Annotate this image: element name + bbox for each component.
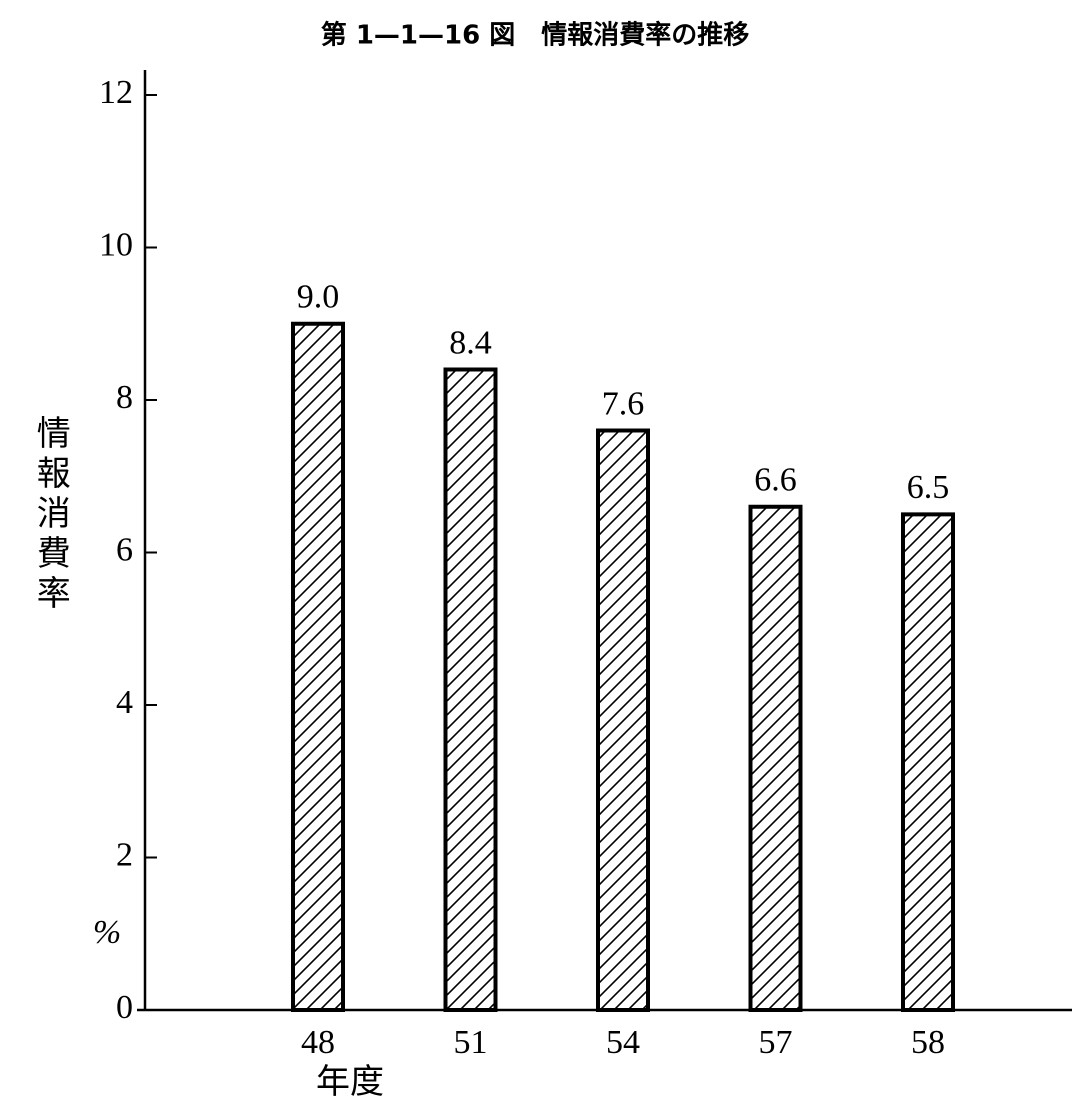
x-tick-label: 48 bbox=[301, 1024, 335, 1061]
y-tick-label: 12 bbox=[99, 74, 133, 111]
y-tick-label: 10 bbox=[99, 226, 133, 263]
x-tick-label: 58 bbox=[911, 1024, 945, 1061]
bar bbox=[596, 428, 650, 1012]
bar bbox=[748, 504, 803, 1012]
value-label: 9.0 bbox=[297, 279, 340, 316]
x-tick-label: 51 bbox=[454, 1024, 488, 1061]
y-tick-label: 4 bbox=[116, 684, 133, 721]
x-tick-label: 57 bbox=[759, 1024, 793, 1061]
x-axis-label: 年度 bbox=[316, 1063, 384, 1101]
y-tick-label: 0 bbox=[116, 989, 133, 1026]
chart-title: 第 1—1—16 図 情報消費率の推移 bbox=[321, 20, 749, 51]
y-tick-label: 8 bbox=[116, 379, 133, 416]
value-label: 6.5 bbox=[907, 469, 950, 506]
bar bbox=[291, 321, 345, 1012]
bar bbox=[443, 367, 498, 1012]
y-tick-label: 6 bbox=[116, 531, 133, 568]
value-label: 6.6 bbox=[754, 462, 797, 499]
y-tick-label: 2 bbox=[116, 836, 133, 873]
bar bbox=[901, 512, 955, 1012]
x-tick-label: 54 bbox=[606, 1024, 640, 1061]
y-axis-label: 情報消費率 bbox=[31, 415, 70, 615]
value-label: 8.4 bbox=[449, 324, 492, 361]
value-label: 7.6 bbox=[602, 385, 645, 422]
y-axis-unit: % bbox=[93, 914, 121, 951]
